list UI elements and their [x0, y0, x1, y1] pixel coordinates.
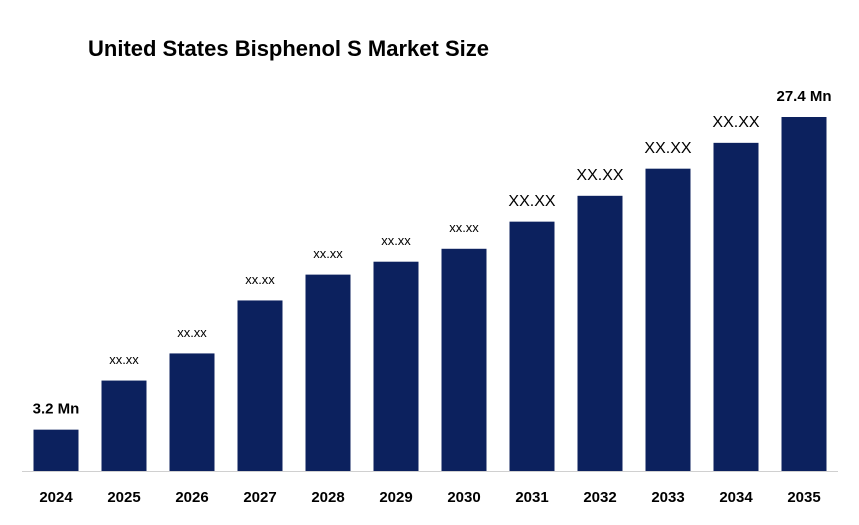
- bar: [305, 274, 351, 471]
- x-tick-label: 2035: [787, 489, 820, 506]
- x-tick-label: 2025: [107, 489, 140, 506]
- x-tick-label: 2028: [311, 489, 344, 506]
- bar: [237, 300, 283, 471]
- x-tick-label: 2024: [39, 489, 73, 506]
- bar: [373, 261, 419, 471]
- x-tick-label: 2029: [379, 489, 412, 506]
- value-label: XX.XX: [576, 167, 623, 184]
- x-tick-label: 2031: [515, 489, 548, 506]
- value-label: 3.2 Mn: [33, 401, 80, 418]
- value-label: XX.XX: [508, 193, 555, 210]
- value-label: xx.xx: [109, 352, 139, 367]
- x-tick-label: 2032: [583, 489, 616, 506]
- bar: [101, 380, 147, 471]
- value-label: xx.xx: [177, 325, 207, 340]
- bar: [509, 221, 555, 471]
- bar: [169, 353, 215, 471]
- value-label: 27.4 Mn: [776, 88, 831, 105]
- value-label: xx.xx: [449, 220, 479, 235]
- bar: [645, 168, 691, 471]
- x-tick-label: 2030: [447, 489, 480, 506]
- x-tick-label: 2033: [651, 489, 684, 506]
- value-label: xx.xx: [245, 272, 275, 287]
- bar: [441, 248, 487, 471]
- value-label: XX.XX: [644, 140, 691, 157]
- value-label: xx.xx: [313, 246, 343, 261]
- bar: [713, 142, 759, 471]
- x-tick-label: 2034: [719, 489, 753, 506]
- bar: [781, 117, 827, 471]
- bar: [577, 195, 623, 471]
- value-label: XX.XX: [712, 114, 759, 131]
- bar: [33, 429, 79, 471]
- value-label: xx.xx: [381, 233, 411, 248]
- x-tick-label: 2026: [175, 489, 208, 506]
- x-tick-label: 2027: [243, 489, 276, 506]
- chart-title: United States Bisphenol S Market Size: [88, 36, 489, 61]
